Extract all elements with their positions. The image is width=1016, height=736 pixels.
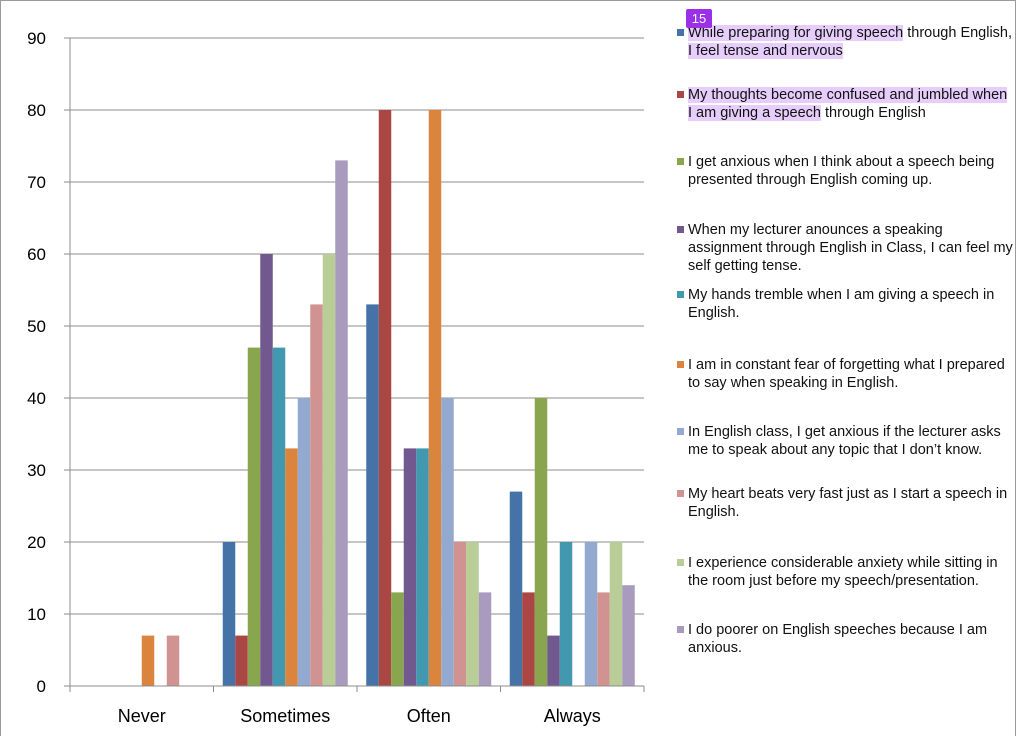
legend-swatch: [677, 626, 684, 633]
bar: [260, 254, 273, 686]
y-tick-label: 60: [27, 245, 46, 264]
legend-label: I experience considerable anxiety while …: [688, 555, 998, 589]
page-number-badge: 15: [686, 9, 712, 28]
legend-swatch: [677, 291, 684, 298]
bar: [166, 635, 180, 686]
bar: [403, 448, 417, 686]
legend-swatch: [677, 490, 684, 497]
y-tick-label: 70: [27, 173, 46, 192]
legend-item: My heart beats very fast just as I start…: [677, 485, 1013, 521]
bar: [222, 542, 236, 686]
legend-item: I experience considerable anxiety while …: [677, 554, 1013, 590]
bar: [297, 398, 311, 686]
axes: [64, 37, 645, 692]
y-tick-label: 80: [27, 101, 46, 120]
legend-label: I get anxious when I think about a speec…: [688, 154, 995, 188]
bar: [272, 347, 286, 686]
legend-swatch: [677, 226, 684, 233]
bar: [453, 542, 467, 686]
bar: [466, 542, 479, 686]
text-highlight: My thoughts become confused and jumbled …: [688, 87, 1008, 121]
legend-label: My thoughts become confused and jumbled …: [688, 87, 1008, 121]
y-tick-label: 10: [27, 605, 46, 624]
x-tick-label: Never: [118, 706, 166, 726]
bar: [322, 254, 336, 686]
bar: [378, 110, 392, 686]
x-tick-labels: Never Sometimes Often Always: [118, 706, 601, 726]
bar: [247, 347, 261, 686]
y-tick-label: 90: [27, 29, 46, 48]
bar: [141, 635, 155, 686]
bar: [441, 398, 454, 686]
y-tick-label: 20: [27, 533, 46, 552]
legend-item: I get anxious when I think about a speec…: [677, 153, 1013, 189]
legend-item: While preparing for giving speech throug…: [677, 24, 1013, 60]
x-tick-label: Sometimes: [240, 706, 330, 726]
bar: [584, 542, 598, 686]
legend-swatch: [677, 91, 684, 98]
legend-label: I am in constant fear of forgetting what…: [688, 357, 1005, 391]
legend-item: When my lecturer anounces a speaking ass…: [677, 221, 1013, 275]
bar: [310, 304, 323, 686]
legend-swatch: [677, 29, 684, 36]
legend-swatch: [677, 428, 684, 435]
bar: [478, 592, 492, 686]
text-highlight: I feel tense and nervous: [688, 43, 843, 59]
gridlines: [70, 37, 644, 615]
bar: [391, 592, 404, 686]
bars: [141, 110, 635, 686]
legend-item: I do poorer on English speeches because …: [677, 621, 1013, 657]
bar: [547, 635, 560, 686]
y-tick-labels: 0 10 20 30 40 50 60 70 80 90: [27, 29, 46, 696]
y-tick-label: 30: [27, 461, 46, 480]
bar-chart: 0 10 20 30 40 50 60 70 80 90 Never Sometimes Often A…: [27, 29, 645, 726]
bar: [428, 110, 442, 686]
bar: [522, 592, 535, 686]
bar: [559, 542, 573, 686]
bar: [597, 592, 610, 686]
legend-swatch: [677, 158, 684, 165]
legend-swatch: [677, 559, 684, 566]
y-tick-label: 40: [27, 389, 46, 408]
bar: [235, 635, 248, 686]
x-tick-label: Often: [407, 706, 451, 726]
y-tick-label: 0: [37, 677, 46, 696]
text-highlight: While preparing for giving speech: [688, 25, 904, 41]
bar: [366, 304, 379, 686]
bar: [609, 542, 623, 686]
legend-label: My hands tremble when I am giving a spee…: [688, 287, 995, 321]
bar: [534, 398, 548, 686]
legend-swatch: [677, 361, 684, 368]
bar: [285, 448, 298, 686]
bar: [416, 448, 429, 686]
legend-label: I do poorer on English speeches because …: [688, 622, 988, 656]
legend-label: When my lecturer anounces a speaking ass…: [688, 222, 1013, 274]
legend-label: In English class, I get anxious if the l…: [688, 424, 1001, 458]
legend-item: I am in constant fear of forgetting what…: [677, 356, 1013, 392]
legend-item: My hands tremble when I am giving a spee…: [677, 286, 1013, 322]
legend-item: In English class, I get anxious if the l…: [677, 423, 1013, 459]
legend-label: While preparing for giving speech throug…: [688, 25, 1013, 59]
x-tick-label: Always: [544, 706, 601, 726]
y-tick-label: 50: [27, 317, 46, 336]
legend-item: My thoughts become confused and jumbled …: [677, 86, 1013, 122]
bar: [335, 160, 348, 686]
bar: [622, 585, 635, 686]
bar: [509, 491, 523, 686]
legend-label: My heart beats very fast just as I start…: [688, 486, 1008, 520]
